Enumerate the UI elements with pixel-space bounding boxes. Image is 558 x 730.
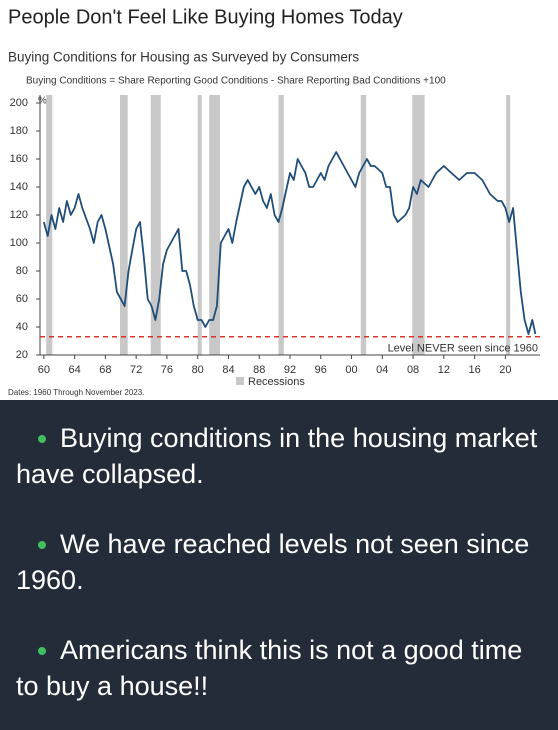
x-tick-label: 16 [468, 364, 480, 376]
x-tick-label: 04 [376, 364, 388, 376]
legend-label: Recessions [248, 376, 305, 388]
chart: People Don't Feel Like Buying Homes Toda… [0, 0, 558, 400]
x-tick-label: 20 [499, 364, 511, 376]
bullet-dot [38, 647, 46, 655]
bullet-text: Americans think this is not a good time … [16, 635, 523, 701]
bullet-item: We have reached levels not seen since 19… [16, 526, 544, 598]
y-tick-label: 20 [16, 349, 28, 361]
x-tick-label: 92 [284, 364, 296, 376]
recession-band [278, 95, 284, 355]
bullet-item: Americans think this is not a good time … [16, 632, 544, 704]
y-tick-label: 160 [10, 153, 28, 165]
recession-band [412, 95, 425, 355]
bullet-text: Buying conditions in the housing market … [16, 423, 538, 489]
x-tick-label: 80 [192, 364, 204, 376]
recession-band [150, 95, 161, 355]
y-tick-label: 180 [10, 125, 28, 137]
recession-band [120, 95, 128, 355]
x-tick-label: 84 [222, 364, 234, 376]
y-tick-label: 60 [16, 293, 28, 305]
data-line [42, 151, 537, 335]
bullet-list: Buying conditions in the housing market … [0, 400, 558, 730]
x-tick-label: 60 [38, 364, 50, 376]
x-tick-label: 68 [99, 364, 111, 376]
x-tick-label: 72 [130, 364, 142, 376]
bullet-dot [38, 541, 46, 549]
bullet-text: We have reached levels not seen since 19… [16, 529, 530, 595]
chart-subtitle: Buying Conditions for Housing as Surveye… [8, 50, 359, 65]
x-tick-label: 08 [407, 364, 419, 376]
x-tick-label: 64 [68, 364, 80, 376]
y-tick-label: 200 [10, 97, 28, 109]
source: Dates: 1960 Through November 2023. [8, 388, 144, 397]
recession-band [197, 95, 202, 355]
recession-band [209, 95, 220, 355]
y-tick-label: 120 [10, 209, 28, 221]
bullet-dot [38, 435, 46, 443]
x-tick-label: 96 [315, 364, 327, 376]
recession-band [506, 95, 511, 355]
y-tick-label: 40 [16, 321, 28, 333]
recession-band [360, 95, 367, 355]
x-tick-label: 88 [253, 364, 265, 376]
x-tick-label: 12 [438, 364, 450, 376]
chart-title: People Don't Feel Like Buying Homes Toda… [8, 6, 403, 28]
annotation: Level NEVER seen since 1960 [388, 343, 538, 355]
bullet-item: Buying conditions in the housing market … [16, 420, 544, 492]
y-tick-label: 100 [10, 237, 28, 249]
y-unit: % [38, 96, 47, 107]
x-tick-label: 00 [345, 364, 357, 376]
chart-note: Buying Conditions = Share Reporting Good… [26, 76, 446, 87]
y-tick-label: 140 [10, 181, 28, 193]
legend-swatch [236, 377, 244, 385]
y-tick-label: 80 [16, 265, 28, 277]
x-tick-label: 76 [161, 364, 173, 376]
